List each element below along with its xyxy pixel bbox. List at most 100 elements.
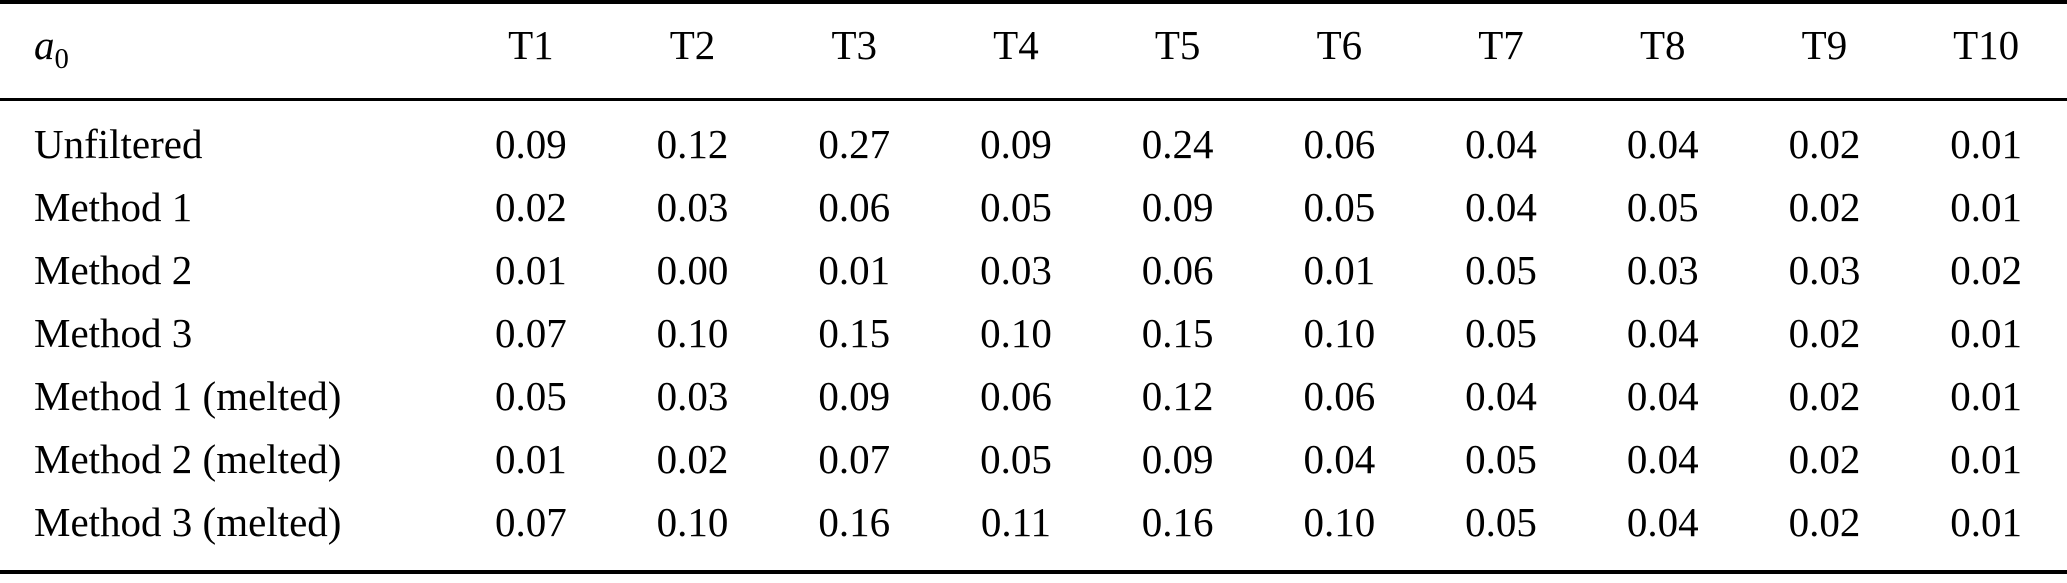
value-cell: 0.01 xyxy=(1950,435,2023,482)
column-header: T1 xyxy=(508,22,554,69)
value-cell: 0.15 xyxy=(818,309,891,356)
value-cell: 0.03 xyxy=(1788,246,1861,293)
value-cell: 0.10 xyxy=(1303,309,1376,356)
value-cell: 0.09 xyxy=(980,120,1052,167)
table-row: Method 2 0.01 0.00 0.01 0.03 0.06 0.01 0.05 0.03… xyxy=(0,239,2067,302)
value-cell: 0.04 xyxy=(1465,183,1537,230)
value-cell: 0.05 xyxy=(1303,183,1376,230)
a0-symbol: a xyxy=(34,22,55,69)
row-label: Method 2 xyxy=(34,246,193,293)
value-cell: 0.06 xyxy=(1303,372,1376,419)
value-cell: 0.07 xyxy=(494,498,567,545)
table-row: Method 3 0.07 0.10 0.15 0.10 0.15 0.10 0.05 0.04… xyxy=(0,302,2067,365)
value-cell: 0.06 xyxy=(1141,246,1214,293)
column-header: T4 xyxy=(993,22,1039,69)
value-cell: 0.02 xyxy=(1788,435,1861,482)
value-cell: 0.05 xyxy=(1465,435,1537,482)
column-header: T6 xyxy=(1316,22,1363,69)
value-cell: 0.00 xyxy=(656,246,729,293)
value-cell: 0.02 xyxy=(1788,183,1861,230)
value-cell: 0.02 xyxy=(1950,246,2023,293)
row-label: Unfiltered xyxy=(34,120,203,167)
table-top-rule xyxy=(0,0,2067,4)
column-header: T3 xyxy=(831,22,878,69)
value-cell: 0.04 xyxy=(1626,309,1699,356)
column-header: T7 xyxy=(1478,22,1524,69)
table-row: Method 1 (melted) 0.05 0.03 0.09 0.06 0.12 0.0… xyxy=(0,365,2067,428)
value-cell: 0.04 xyxy=(1626,120,1699,167)
value-cell: 0.09 xyxy=(494,120,567,167)
value-cell: 0.06 xyxy=(818,183,891,230)
value-cell: 0.09 xyxy=(1141,183,1214,230)
table-row: Method 3 (melted) 0.07 0.10 0.16 0.11 0.16 0.1… xyxy=(0,491,2067,554)
table-bottom-rule xyxy=(0,570,2067,574)
value-cell: 0.10 xyxy=(980,309,1052,356)
value-cell: 0.05 xyxy=(980,435,1052,482)
value-cell: 0.11 xyxy=(980,498,1052,545)
value-cell: 0.10 xyxy=(1303,498,1376,545)
value-cell: 0.07 xyxy=(818,435,891,482)
row-label: Method 3 (melted) xyxy=(34,498,342,545)
value-cell: 0.02 xyxy=(1788,498,1861,545)
value-cell: 0.02 xyxy=(1788,120,1861,167)
column-header: T5 xyxy=(1154,22,1201,69)
column-header: T2 xyxy=(669,22,716,69)
value-cell: 0.02 xyxy=(494,183,567,230)
value-cell: 0.01 xyxy=(1950,372,2023,419)
value-cell: 0.05 xyxy=(1626,183,1699,230)
table-header-rule xyxy=(0,98,2067,101)
value-cell: 0.09 xyxy=(1141,435,1214,482)
value-cell: 0.04 xyxy=(1626,372,1699,419)
value-cell: 0.01 xyxy=(494,246,567,293)
value-cell: 0.01 xyxy=(1950,309,2023,356)
value-cell: 0.05 xyxy=(1465,498,1537,545)
value-cell: 0.03 xyxy=(656,372,729,419)
value-cell: 0.01 xyxy=(1950,183,2023,230)
value-cell: 0.03 xyxy=(1626,246,1699,293)
value-cell: 0.16 xyxy=(1141,498,1214,545)
value-cell: 0.12 xyxy=(1141,372,1214,419)
value-cell: 0.01 xyxy=(494,435,567,482)
value-cell: 0.03 xyxy=(980,246,1052,293)
value-cell: 0.05 xyxy=(980,183,1052,230)
row-label: Method 2 (melted) xyxy=(34,435,342,482)
value-cell: 0.01 xyxy=(1950,120,2023,167)
table-body: Unfiltered 0.09 0.12 0.27 0.09 0.24 0.06 0.04 0.… xyxy=(0,101,2067,570)
table-row: Method 1 0.02 0.03 0.06 0.05 0.09 0.05 0.04 0.05… xyxy=(0,176,2067,239)
value-cell: 0.12 xyxy=(656,120,729,167)
row-label: Method 3 xyxy=(34,309,193,356)
value-cell: 0.10 xyxy=(656,309,729,356)
value-cell: 0.01 xyxy=(1950,498,2023,545)
value-cell: 0.04 xyxy=(1626,498,1699,545)
column-header: T9 xyxy=(1801,22,1848,69)
value-cell: 0.27 xyxy=(818,120,891,167)
row-label: Method 1 (melted) xyxy=(34,372,342,419)
value-cell: 0.16 xyxy=(818,498,891,545)
table-header-row: a0 T1 T2 T3 T4 T5 T6 T7 T8 T9 T10 xyxy=(0,4,2067,98)
value-cell: 0.05 xyxy=(494,372,567,419)
table-row: Unfiltered 0.09 0.12 0.27 0.09 0.24 0.06 0.04 0.… xyxy=(0,113,2067,176)
value-cell: 0.06 xyxy=(980,372,1052,419)
column-header: T8 xyxy=(1639,22,1686,69)
column-header: T10 xyxy=(1953,22,2020,69)
value-cell: 0.06 xyxy=(1303,120,1376,167)
value-cell: 0.24 xyxy=(1141,120,1214,167)
row-label: Method 1 xyxy=(34,183,193,230)
value-cell: 0.04 xyxy=(1626,435,1699,482)
value-cell: 0.02 xyxy=(1788,372,1861,419)
value-cell: 0.03 xyxy=(656,183,729,230)
value-cell: 0.05 xyxy=(1465,309,1537,356)
value-cell: 0.04 xyxy=(1465,372,1537,419)
value-cell: 0.01 xyxy=(818,246,891,293)
value-cell: 0.02 xyxy=(656,435,729,482)
value-cell: 0.07 xyxy=(494,309,567,356)
table-row: Method 2 (melted) 0.01 0.02 0.07 0.05 0.09 0.0… xyxy=(0,428,2067,491)
row-header-a0: a0 xyxy=(0,22,450,79)
value-cell: 0.09 xyxy=(818,372,891,419)
value-cell: 0.10 xyxy=(656,498,729,545)
value-cell: 0.15 xyxy=(1141,309,1214,356)
value-cell: 0.04 xyxy=(1303,435,1376,482)
value-cell: 0.05 xyxy=(1465,246,1537,293)
value-cell: 0.01 xyxy=(1303,246,1376,293)
